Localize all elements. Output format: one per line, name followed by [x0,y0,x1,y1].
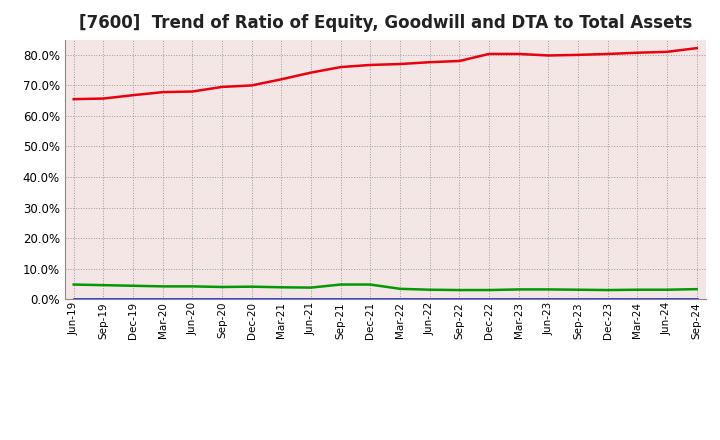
Goodwill [485,297,493,302]
Deferred Tax Assets [188,284,197,289]
Equity [396,62,405,67]
Deferred Tax Assets [485,287,493,293]
Equity [158,89,167,95]
Goodwill [158,297,167,302]
Goodwill [693,297,701,302]
Deferred Tax Assets [693,286,701,292]
Equity [307,70,315,75]
Deferred Tax Assets [248,284,256,290]
Deferred Tax Assets [396,286,405,291]
Goodwill [248,297,256,302]
Goodwill [574,297,582,302]
Goodwill [217,297,226,302]
Goodwill [99,297,108,302]
Equity [514,51,523,57]
Goodwill [366,297,374,302]
Line: Equity: Equity [73,48,697,99]
Deferred Tax Assets [514,287,523,292]
Deferred Tax Assets [336,282,345,287]
Deferred Tax Assets [217,284,226,290]
Deferred Tax Assets [662,287,671,292]
Equity [544,53,553,58]
Equity [188,89,197,94]
Title: [7600]  Trend of Ratio of Equity, Goodwill and DTA to Total Assets: [7600] Trend of Ratio of Equity, Goodwil… [78,15,692,33]
Deferred Tax Assets [158,284,167,289]
Equity [574,52,582,58]
Equity [129,92,138,98]
Goodwill [662,297,671,302]
Equity [603,51,612,57]
Goodwill [514,297,523,302]
Deferred Tax Assets [455,287,464,293]
Deferred Tax Assets [633,287,642,292]
Line: Deferred Tax Assets: Deferred Tax Assets [73,285,697,290]
Goodwill [336,297,345,302]
Goodwill [188,297,197,302]
Goodwill [633,297,642,302]
Equity [633,50,642,55]
Equity [485,51,493,57]
Goodwill [455,297,464,302]
Deferred Tax Assets [574,287,582,292]
Deferred Tax Assets [366,282,374,287]
Equity [426,59,434,65]
Goodwill [544,297,553,302]
Goodwill [69,297,78,302]
Goodwill [396,297,405,302]
Equity [693,45,701,51]
Deferred Tax Assets [99,282,108,288]
Goodwill [277,297,286,302]
Equity [69,96,78,102]
Goodwill [307,297,315,302]
Equity [217,84,226,90]
Equity [662,49,671,55]
Goodwill [426,297,434,302]
Deferred Tax Assets [544,287,553,292]
Equity [248,83,256,88]
Goodwill [129,297,138,302]
Deferred Tax Assets [307,285,315,290]
Equity [366,62,374,68]
Deferred Tax Assets [69,282,78,287]
Goodwill [603,297,612,302]
Equity [455,59,464,64]
Equity [99,96,108,101]
Deferred Tax Assets [129,283,138,288]
Deferred Tax Assets [603,287,612,293]
Deferred Tax Assets [426,287,434,292]
Equity [336,64,345,70]
Equity [277,77,286,82]
Deferred Tax Assets [277,285,286,290]
